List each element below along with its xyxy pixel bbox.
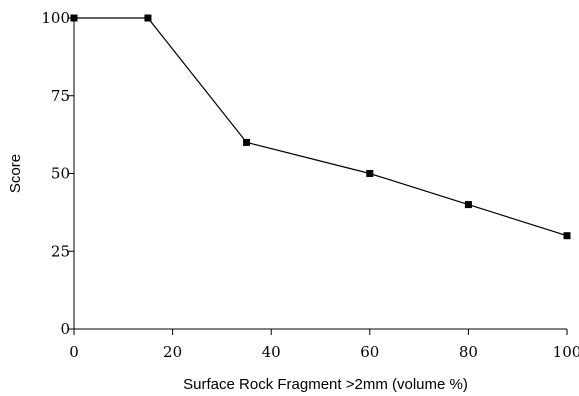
x-tick-label: 100 — [553, 343, 579, 361]
data-point-marker — [243, 138, 251, 146]
y-tick-label: 0 — [60, 320, 70, 338]
data-point-marker — [563, 232, 571, 240]
x-tick-label: 60 — [360, 343, 379, 361]
x-tick-label: 20 — [163, 343, 182, 361]
series-group — [70, 14, 571, 240]
y-tick-label: 25 — [51, 242, 70, 260]
y-axis-title: Score — [7, 154, 24, 193]
data-point-marker — [366, 170, 374, 177]
x-tick-label: 80 — [459, 343, 478, 361]
y-tick-label: 50 — [51, 165, 70, 183]
axes — [73, 18, 567, 330]
y-ticks: 0 25 50 75 100 — [41, 9, 74, 338]
y-tick-label: 75 — [51, 87, 70, 105]
data-point-marker — [70, 14, 78, 22]
x-tick-label: 0 — [69, 343, 79, 361]
series-line — [74, 17, 568, 237]
x-ticks: 0 20 40 60 80 100 — [69, 329, 579, 361]
data-point-marker — [464, 201, 472, 209]
x-tick-label: 40 — [262, 343, 281, 361]
data-point-marker — [144, 14, 152, 22]
x-axis-title: Surface Rock Fragment >2mm (volume %) — [183, 376, 468, 393]
y-tick-label: 100 — [41, 9, 70, 27]
